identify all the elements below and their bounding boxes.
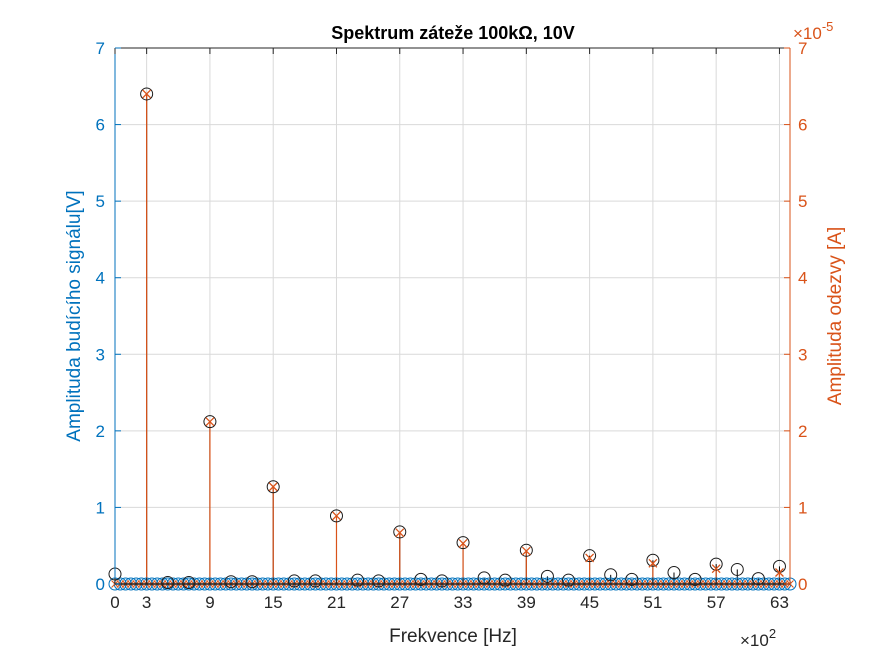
data-point-circle (709, 557, 723, 571)
y-left-tick-label: 0 (96, 575, 105, 594)
data-point-circle (329, 509, 343, 523)
data-point-circle (351, 573, 365, 587)
x-tick-label: 0 (110, 593, 119, 612)
data-point-circle (730, 562, 744, 576)
x-tick-label: 33 (454, 593, 473, 612)
x-tick-label: 39 (517, 593, 536, 612)
y-right-tick-label: 4 (798, 269, 807, 288)
data-point-x (648, 558, 658, 568)
y-right-tick-label: 3 (798, 345, 807, 364)
data-point-circle (245, 575, 259, 589)
x-tick-label: 51 (643, 593, 662, 612)
y-right-tick-label: 6 (798, 116, 807, 135)
x-tick-label: 27 (390, 593, 409, 612)
x-tick-label: 9 (205, 593, 214, 612)
y-right-exponent-base: ×10 (793, 24, 822, 43)
y-left-tick-label: 4 (96, 269, 105, 288)
data-point-circle (393, 525, 407, 539)
data-point-x (332, 511, 341, 521)
y-left-tick-label: 6 (96, 116, 105, 135)
data-point-circle (140, 87, 154, 101)
data-point-x (521, 546, 531, 556)
x-exponent-power: 2 (769, 626, 776, 641)
y-left-tick-label: 1 (96, 498, 105, 517)
data-point-circle (667, 566, 681, 580)
data-point-circle (266, 480, 280, 494)
data-point-circle (625, 572, 639, 586)
x-axis-label: Frekvence [Hz] (389, 626, 517, 647)
data-point-x (585, 553, 595, 563)
y-right-axis-exponent: ×10-5 (793, 19, 833, 43)
y-left-tick-label: 3 (96, 345, 105, 364)
x-tick-label: 63 (770, 593, 789, 612)
data-point-circle (562, 573, 576, 587)
y-left-axis-label: Amplituda budícího signálu[V] (64, 190, 85, 441)
data-point-x (395, 528, 405, 538)
data-point-x (458, 538, 468, 548)
y-right-tick-label: 5 (798, 192, 807, 211)
y-left-tick-label: 7 (96, 39, 105, 58)
plot-area (115, 48, 790, 584)
data-point-circle (751, 572, 765, 586)
data-point-circle (540, 569, 554, 583)
data-point-circle (414, 572, 428, 586)
y-left-tick-label: 5 (96, 192, 105, 211)
x-axis-exponent: ×102 (740, 626, 776, 650)
x-tick-label: 3 (142, 593, 151, 612)
y-right-tick-label: 7 (798, 39, 807, 58)
y-right-exponent-power: -5 (822, 19, 834, 34)
data-point-circle (456, 536, 470, 550)
data-point-circle (203, 415, 217, 429)
chart-title: Spektrum záteže 100kΩ, 10V (331, 23, 575, 43)
stem-lines (114, 93, 781, 584)
y-right-tick-label: 0 (798, 575, 807, 594)
data-point-circle (604, 568, 618, 582)
data-point-x (711, 564, 721, 574)
data-point-circle (646, 553, 660, 567)
data-point-circle (435, 574, 449, 588)
data-point-circle (372, 574, 386, 588)
data-point-x (774, 568, 784, 577)
x-tick-label: 15 (264, 593, 283, 612)
data-point-x (142, 89, 152, 99)
data-point-circle (583, 549, 597, 563)
data-point-circle (519, 543, 533, 557)
x-tick-label: 45 (580, 593, 599, 612)
y-right-tick-label: 2 (798, 422, 807, 441)
x-exponent-base: ×10 (740, 631, 769, 650)
y-right-axis-label: Amplituda odezvy [A] (825, 227, 846, 405)
data-point-circle (182, 575, 196, 589)
data-point-circle (224, 575, 238, 589)
data-point-circle (161, 575, 175, 589)
data-point-x (205, 417, 215, 427)
data-point-circle (498, 573, 512, 587)
data-point-x (268, 482, 278, 492)
x-tick-label: 57 (707, 593, 726, 612)
data-point-circle (308, 574, 322, 588)
data-point-circle (287, 574, 301, 588)
y-right-tick-label: 1 (798, 498, 807, 517)
x-tick-label: 21 (327, 593, 346, 612)
data-point-circle (688, 572, 702, 586)
y-left-tick-label: 2 (96, 422, 105, 441)
